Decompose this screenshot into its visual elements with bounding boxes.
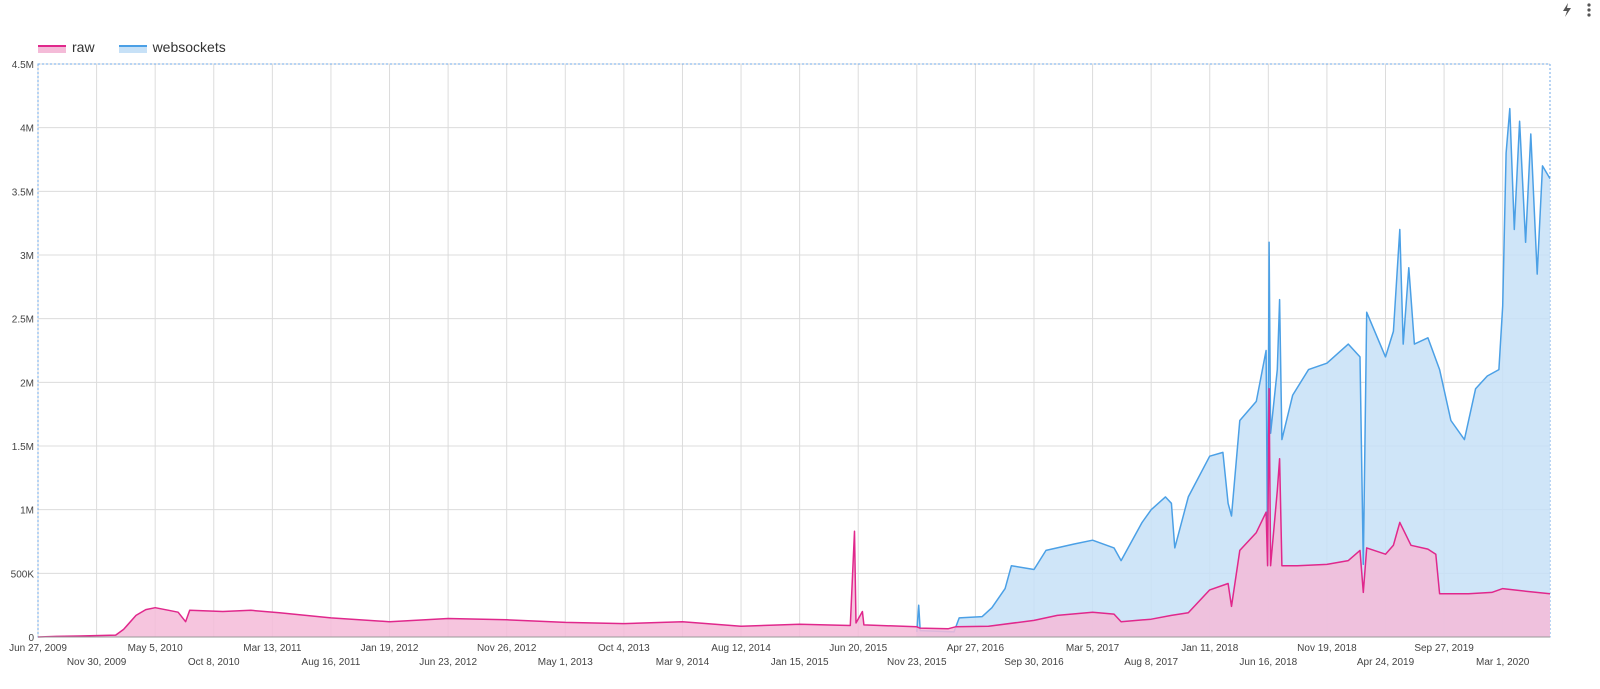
series-area-websockets [916, 108, 1550, 638]
y-tick-label: 3.5M [12, 187, 34, 198]
y-tick-label: 2.5M [12, 315, 34, 326]
y-tick-label: 1.5M [12, 442, 34, 453]
x-tick-label: Aug 8, 2017 [1124, 657, 1178, 668]
x-tick-label: Mar 13, 2011 [243, 643, 302, 654]
x-tick-label: Oct 4, 2013 [598, 643, 650, 654]
y-tick-label: 4.5M [12, 60, 34, 71]
y-tick-label: 500K [11, 569, 35, 580]
x-tick-label: Apr 24, 2019 [1357, 657, 1415, 668]
x-tick-label: Aug 12, 2014 [711, 643, 771, 654]
legend-label-raw: raw [72, 39, 95, 55]
x-tick-label: Jan 19, 2012 [361, 643, 419, 654]
x-tick-label: Oct 8, 2010 [188, 657, 240, 668]
y-tick-label: 2M [20, 378, 34, 389]
y-tick-label: 1M [20, 506, 34, 517]
x-tick-label: Nov 23, 2015 [887, 657, 947, 668]
legend-label-websockets: websockets [152, 39, 226, 55]
x-tick-label: Apr 27, 2016 [947, 643, 1005, 654]
chart-legend: raw websockets [38, 38, 226, 56]
x-tick-label: Nov 19, 2018 [1297, 643, 1357, 654]
x-tick-label: Mar 1, 2020 [1476, 657, 1530, 668]
y-tick-label: 3M [20, 251, 34, 262]
legend-swatch-websockets [118, 45, 147, 53]
legend-item-raw[interactable]: raw [38, 38, 95, 56]
x-tick-label: May 5, 2010 [128, 643, 183, 654]
y-tick-label: 0 [28, 633, 34, 644]
x-tick-label: Jun 23, 2012 [419, 657, 477, 668]
series-line-raw[interactable] [37, 387, 1551, 638]
legend-swatch-raw [38, 45, 66, 53]
x-tick-label: Nov 30, 2009 [67, 657, 127, 668]
legend-item-websockets[interactable]: websockets [118, 38, 226, 56]
x-tick-label: Sep 30, 2016 [1004, 657, 1064, 668]
series-line-websockets[interactable] [916, 107, 1551, 633]
x-tick-label: Jun 16, 2018 [1239, 657, 1297, 668]
x-tick-label: Jun 27, 2009 [9, 643, 67, 654]
x-tick-label: Jan 15, 2015 [771, 657, 829, 668]
x-tick-label: Nov 26, 2012 [477, 643, 537, 654]
y-tick-label: 4M [20, 124, 34, 135]
x-tick-label: Jun 20, 2015 [829, 643, 887, 654]
x-tick-label: Mar 9, 2014 [656, 657, 710, 668]
lightning-icon[interactable] [1560, 2, 1574, 18]
x-tick-label: Jan 11, 2018 [1181, 643, 1239, 654]
x-tick-label: Aug 16, 2011 [302, 657, 361, 668]
chart-toolbar [1540, 0, 1600, 20]
x-tick-label: May 1, 2013 [538, 657, 593, 668]
x-tick-label: Sep 27, 2019 [1414, 643, 1474, 654]
x-tick-label: Mar 5, 2017 [1066, 643, 1120, 654]
more-vert-icon[interactable] [1582, 2, 1596, 18]
